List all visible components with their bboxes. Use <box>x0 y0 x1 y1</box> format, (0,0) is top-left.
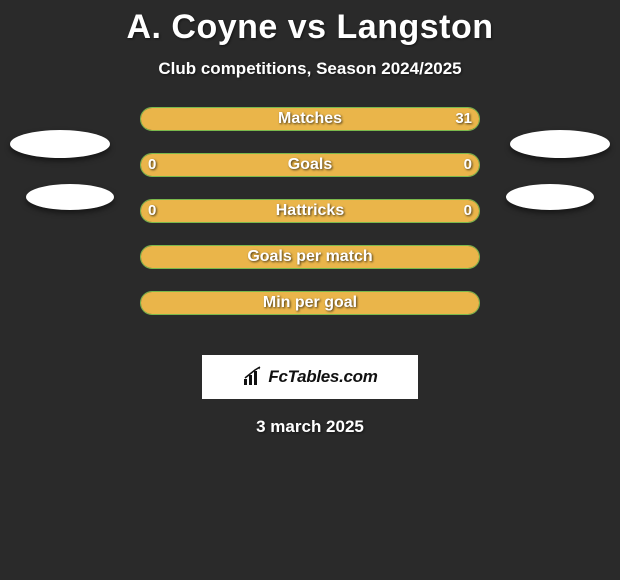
bar-hattricks-left <box>141 200 310 222</box>
bar-mpg-right <box>310 292 479 314</box>
bar-hattricks-right <box>310 200 479 222</box>
stat-row-min-per-goal: Min per goal <box>0 291 620 337</box>
brand-text: FcTables.com <box>268 367 377 387</box>
date-text: 3 march 2025 <box>0 417 620 437</box>
brand-box: FcTables.com <box>202 355 418 399</box>
stat-row-goals: Goals 0 0 <box>0 153 620 199</box>
stat-row-goals-per-match: Goals per match <box>0 245 620 291</box>
bar-mpg-left <box>141 292 310 314</box>
bar-hattricks <box>140 199 480 223</box>
bar-goals <box>140 153 480 177</box>
bar-gpm-right <box>310 246 479 268</box>
bar-gpm-left <box>141 246 310 268</box>
stat-row-hattricks: Hattricks 0 0 <box>0 199 620 245</box>
bar-goals-right <box>310 154 479 176</box>
page-title: A. Coyne vs Langston <box>0 8 620 47</box>
bar-matches <box>140 107 480 131</box>
bar-mpg <box>140 291 480 315</box>
bar-matches-right <box>141 108 479 130</box>
chart-icon <box>242 366 264 388</box>
bar-gpm <box>140 245 480 269</box>
bar-goals-left <box>141 154 310 176</box>
comparison-infographic: A. Coyne vs Langston Club competitions, … <box>0 8 620 580</box>
stats-chart: Matches 31 Goals 0 0 Hattricks 0 0 <box>0 107 620 337</box>
page-subtitle: Club competitions, Season 2024/2025 <box>0 59 620 79</box>
stat-row-matches: Matches 31 <box>0 107 620 153</box>
